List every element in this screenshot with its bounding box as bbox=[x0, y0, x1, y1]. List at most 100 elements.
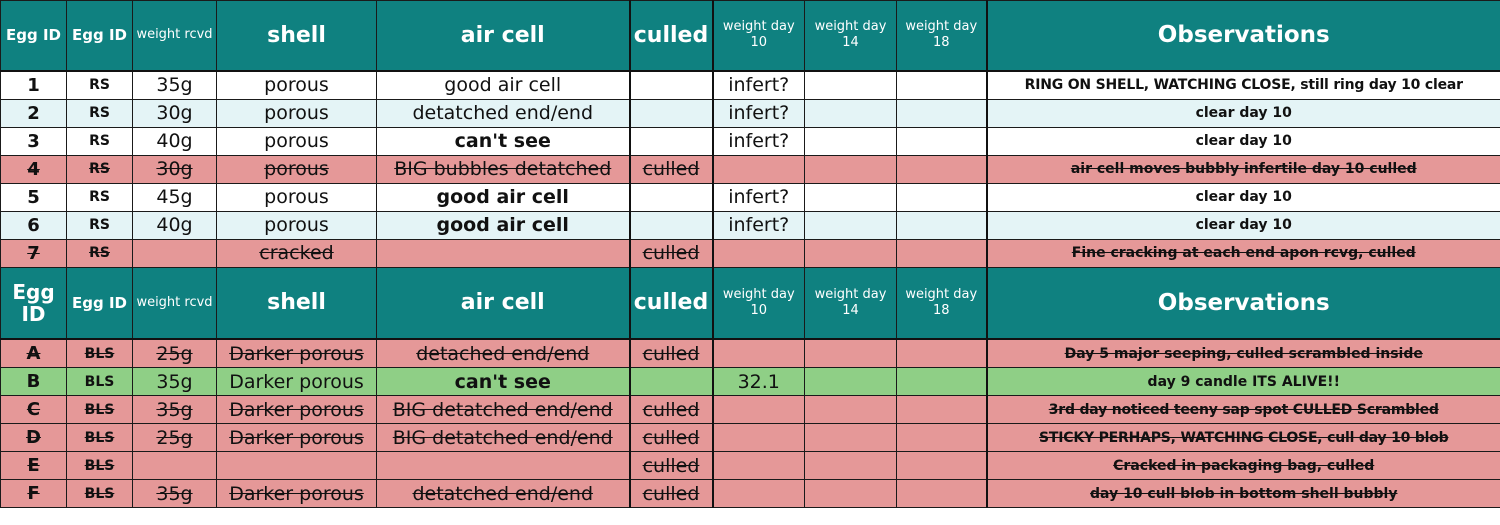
observations-cell[interactable]: RING ON SHELL, WATCHING CLOSE, still rin… bbox=[986, 70, 1500, 100]
observations-cell[interactable]: Cracked in packaging bag, culled bbox=[986, 451, 1500, 480]
weight-rcvd-cell[interactable]: 40g bbox=[132, 210, 217, 240]
air-cell-cell[interactable]: good air cell bbox=[376, 210, 630, 240]
header-air-cell[interactable]: air cell bbox=[376, 266, 630, 340]
weight-day-14-cell[interactable] bbox=[804, 98, 897, 128]
header-egg-id[interactable]: Egg ID bbox=[0, 266, 67, 340]
air-cell-cell[interactable] bbox=[376, 451, 630, 480]
weight-day-14-cell[interactable] bbox=[804, 238, 897, 268]
header-egg-id-2[interactable]: Egg ID bbox=[66, 0, 133, 72]
air-cell-cell[interactable]: good air cell bbox=[376, 182, 630, 212]
source-id-cell[interactable]: BLS bbox=[66, 451, 133, 480]
weight-day-14-cell[interactable] bbox=[804, 210, 897, 240]
observations-cell[interactable]: clear day 10 bbox=[986, 210, 1500, 240]
culled-cell[interactable] bbox=[628, 70, 714, 100]
weight-day-14-cell[interactable] bbox=[804, 154, 897, 184]
observations-cell[interactable]: Day 5 major seeping, culled scrambled in… bbox=[986, 338, 1500, 368]
shell-cell[interactable]: porous bbox=[216, 98, 377, 128]
culled-cell[interactable] bbox=[628, 210, 714, 240]
weight-rcvd-cell[interactable]: 30g bbox=[132, 98, 217, 128]
shell-cell[interactable]: Darker porous bbox=[216, 479, 377, 508]
weight-day-10-cell[interactable] bbox=[712, 395, 805, 424]
source-id-cell[interactable]: BLS bbox=[66, 338, 133, 368]
culled-cell[interactable]: culled bbox=[628, 154, 714, 184]
weight-day-10-cell[interactable]: infert? bbox=[712, 126, 805, 156]
shell-cell[interactable]: cracked bbox=[216, 238, 377, 268]
weight-day-10-cell[interactable]: infert? bbox=[712, 70, 805, 100]
header-weight-day-10[interactable]: weight day 10 bbox=[712, 266, 805, 340]
header-egg-id-2[interactable]: Egg ID bbox=[66, 266, 133, 340]
weight-day-18-cell[interactable] bbox=[896, 70, 988, 100]
header-shell[interactable]: shell bbox=[216, 266, 377, 340]
egg-id-cell[interactable]: 4 bbox=[0, 154, 67, 184]
shell-cell[interactable]: Darker porous bbox=[216, 338, 377, 368]
shell-cell[interactable]: porous bbox=[216, 210, 377, 240]
weight-rcvd-cell[interactable]: 35g bbox=[132, 395, 217, 424]
weight-day-10-cell[interactable] bbox=[712, 238, 805, 268]
weight-day-14-cell[interactable] bbox=[804, 479, 897, 508]
weight-day-18-cell[interactable] bbox=[896, 182, 988, 212]
egg-id-cell[interactable]: 7 bbox=[0, 238, 67, 268]
weight-day-14-cell[interactable] bbox=[804, 182, 897, 212]
source-id-cell[interactable]: RS bbox=[66, 126, 133, 156]
weight-day-18-cell[interactable] bbox=[896, 210, 988, 240]
egg-id-cell[interactable]: 1 bbox=[0, 70, 67, 100]
weight-day-14-cell[interactable] bbox=[804, 451, 897, 480]
culled-cell[interactable] bbox=[628, 182, 714, 212]
air-cell-cell[interactable]: detatched end/end bbox=[376, 479, 630, 508]
weight-day-18-cell[interactable] bbox=[896, 126, 988, 156]
weight-day-10-cell[interactable] bbox=[712, 451, 805, 480]
weight-day-18-cell[interactable] bbox=[896, 367, 988, 396]
source-id-cell[interactable]: RS bbox=[66, 98, 133, 128]
weight-rcvd-cell[interactable]: 35g bbox=[132, 479, 217, 508]
header-weight-day-18[interactable]: weight day 18 bbox=[896, 0, 988, 72]
header-observations[interactable]: Observations bbox=[986, 266, 1500, 340]
header-culled[interactable]: culled bbox=[628, 266, 714, 340]
source-id-cell[interactable]: BLS bbox=[66, 479, 133, 508]
weight-day-10-cell[interactable]: infert? bbox=[712, 98, 805, 128]
source-id-cell[interactable]: BLS bbox=[66, 367, 133, 396]
shell-cell[interactable]: Darker porous bbox=[216, 423, 377, 452]
observations-cell[interactable]: air cell moves bubbly infertile day 10 c… bbox=[986, 154, 1500, 184]
shell-cell[interactable]: Darker porous bbox=[216, 367, 377, 396]
shell-cell[interactable]: porous bbox=[216, 70, 377, 100]
observations-cell[interactable]: clear day 10 bbox=[986, 126, 1500, 156]
observations-cell[interactable]: day 10 cull blob in bottom shell bubbly bbox=[986, 479, 1500, 508]
weight-day-14-cell[interactable] bbox=[804, 126, 897, 156]
header-weight-day-14[interactable]: weight day 14 bbox=[804, 0, 897, 72]
observations-cell[interactable]: day 9 candle ITS ALIVE!! bbox=[986, 367, 1500, 396]
culled-cell[interactable]: culled bbox=[628, 395, 714, 424]
egg-id-cell[interactable]: F bbox=[0, 479, 67, 508]
weight-day-10-cell[interactable] bbox=[712, 479, 805, 508]
air-cell-cell[interactable]: detatched end/end bbox=[376, 98, 630, 128]
source-id-cell[interactable]: RS bbox=[66, 154, 133, 184]
weight-day-10-cell[interactable] bbox=[712, 338, 805, 368]
observations-cell[interactable]: 3rd day noticed teeny sap spot CULLED Sc… bbox=[986, 395, 1500, 424]
weight-day-18-cell[interactable] bbox=[896, 98, 988, 128]
weight-day-18-cell[interactable] bbox=[896, 451, 988, 480]
weight-day-10-cell[interactable]: infert? bbox=[712, 182, 805, 212]
weight-day-18-cell[interactable] bbox=[896, 395, 988, 424]
weight-rcvd-cell[interactable] bbox=[132, 238, 217, 268]
observations-cell[interactable]: clear day 10 bbox=[986, 98, 1500, 128]
source-id-cell[interactable]: BLS bbox=[66, 423, 133, 452]
weight-rcvd-cell[interactable]: 30g bbox=[132, 154, 217, 184]
weight-rcvd-cell[interactable]: 25g bbox=[132, 338, 217, 368]
observations-cell[interactable]: STICKY PERHAPS, WATCHING CLOSE, cull day… bbox=[986, 423, 1500, 452]
culled-cell[interactable] bbox=[628, 98, 714, 128]
culled-cell[interactable]: culled bbox=[628, 451, 714, 480]
shell-cell[interactable]: porous bbox=[216, 182, 377, 212]
weight-rcvd-cell[interactable]: 35g bbox=[132, 70, 217, 100]
header-air-cell[interactable]: air cell bbox=[376, 0, 630, 72]
air-cell-cell[interactable]: BIG detatched end/end bbox=[376, 423, 630, 452]
weight-day-14-cell[interactable] bbox=[804, 395, 897, 424]
culled-cell[interactable]: culled bbox=[628, 479, 714, 508]
weight-day-10-cell[interactable] bbox=[712, 423, 805, 452]
air-cell-cell[interactable]: can't see bbox=[376, 126, 630, 156]
shell-cell[interactable]: porous bbox=[216, 126, 377, 156]
weight-day-14-cell[interactable] bbox=[804, 338, 897, 368]
observations-cell[interactable]: clear day 10 bbox=[986, 182, 1500, 212]
air-cell-cell[interactable]: detached end/end bbox=[376, 338, 630, 368]
culled-cell[interactable] bbox=[628, 367, 714, 396]
egg-id-cell[interactable]: 6 bbox=[0, 210, 67, 240]
shell-cell[interactable] bbox=[216, 451, 377, 480]
